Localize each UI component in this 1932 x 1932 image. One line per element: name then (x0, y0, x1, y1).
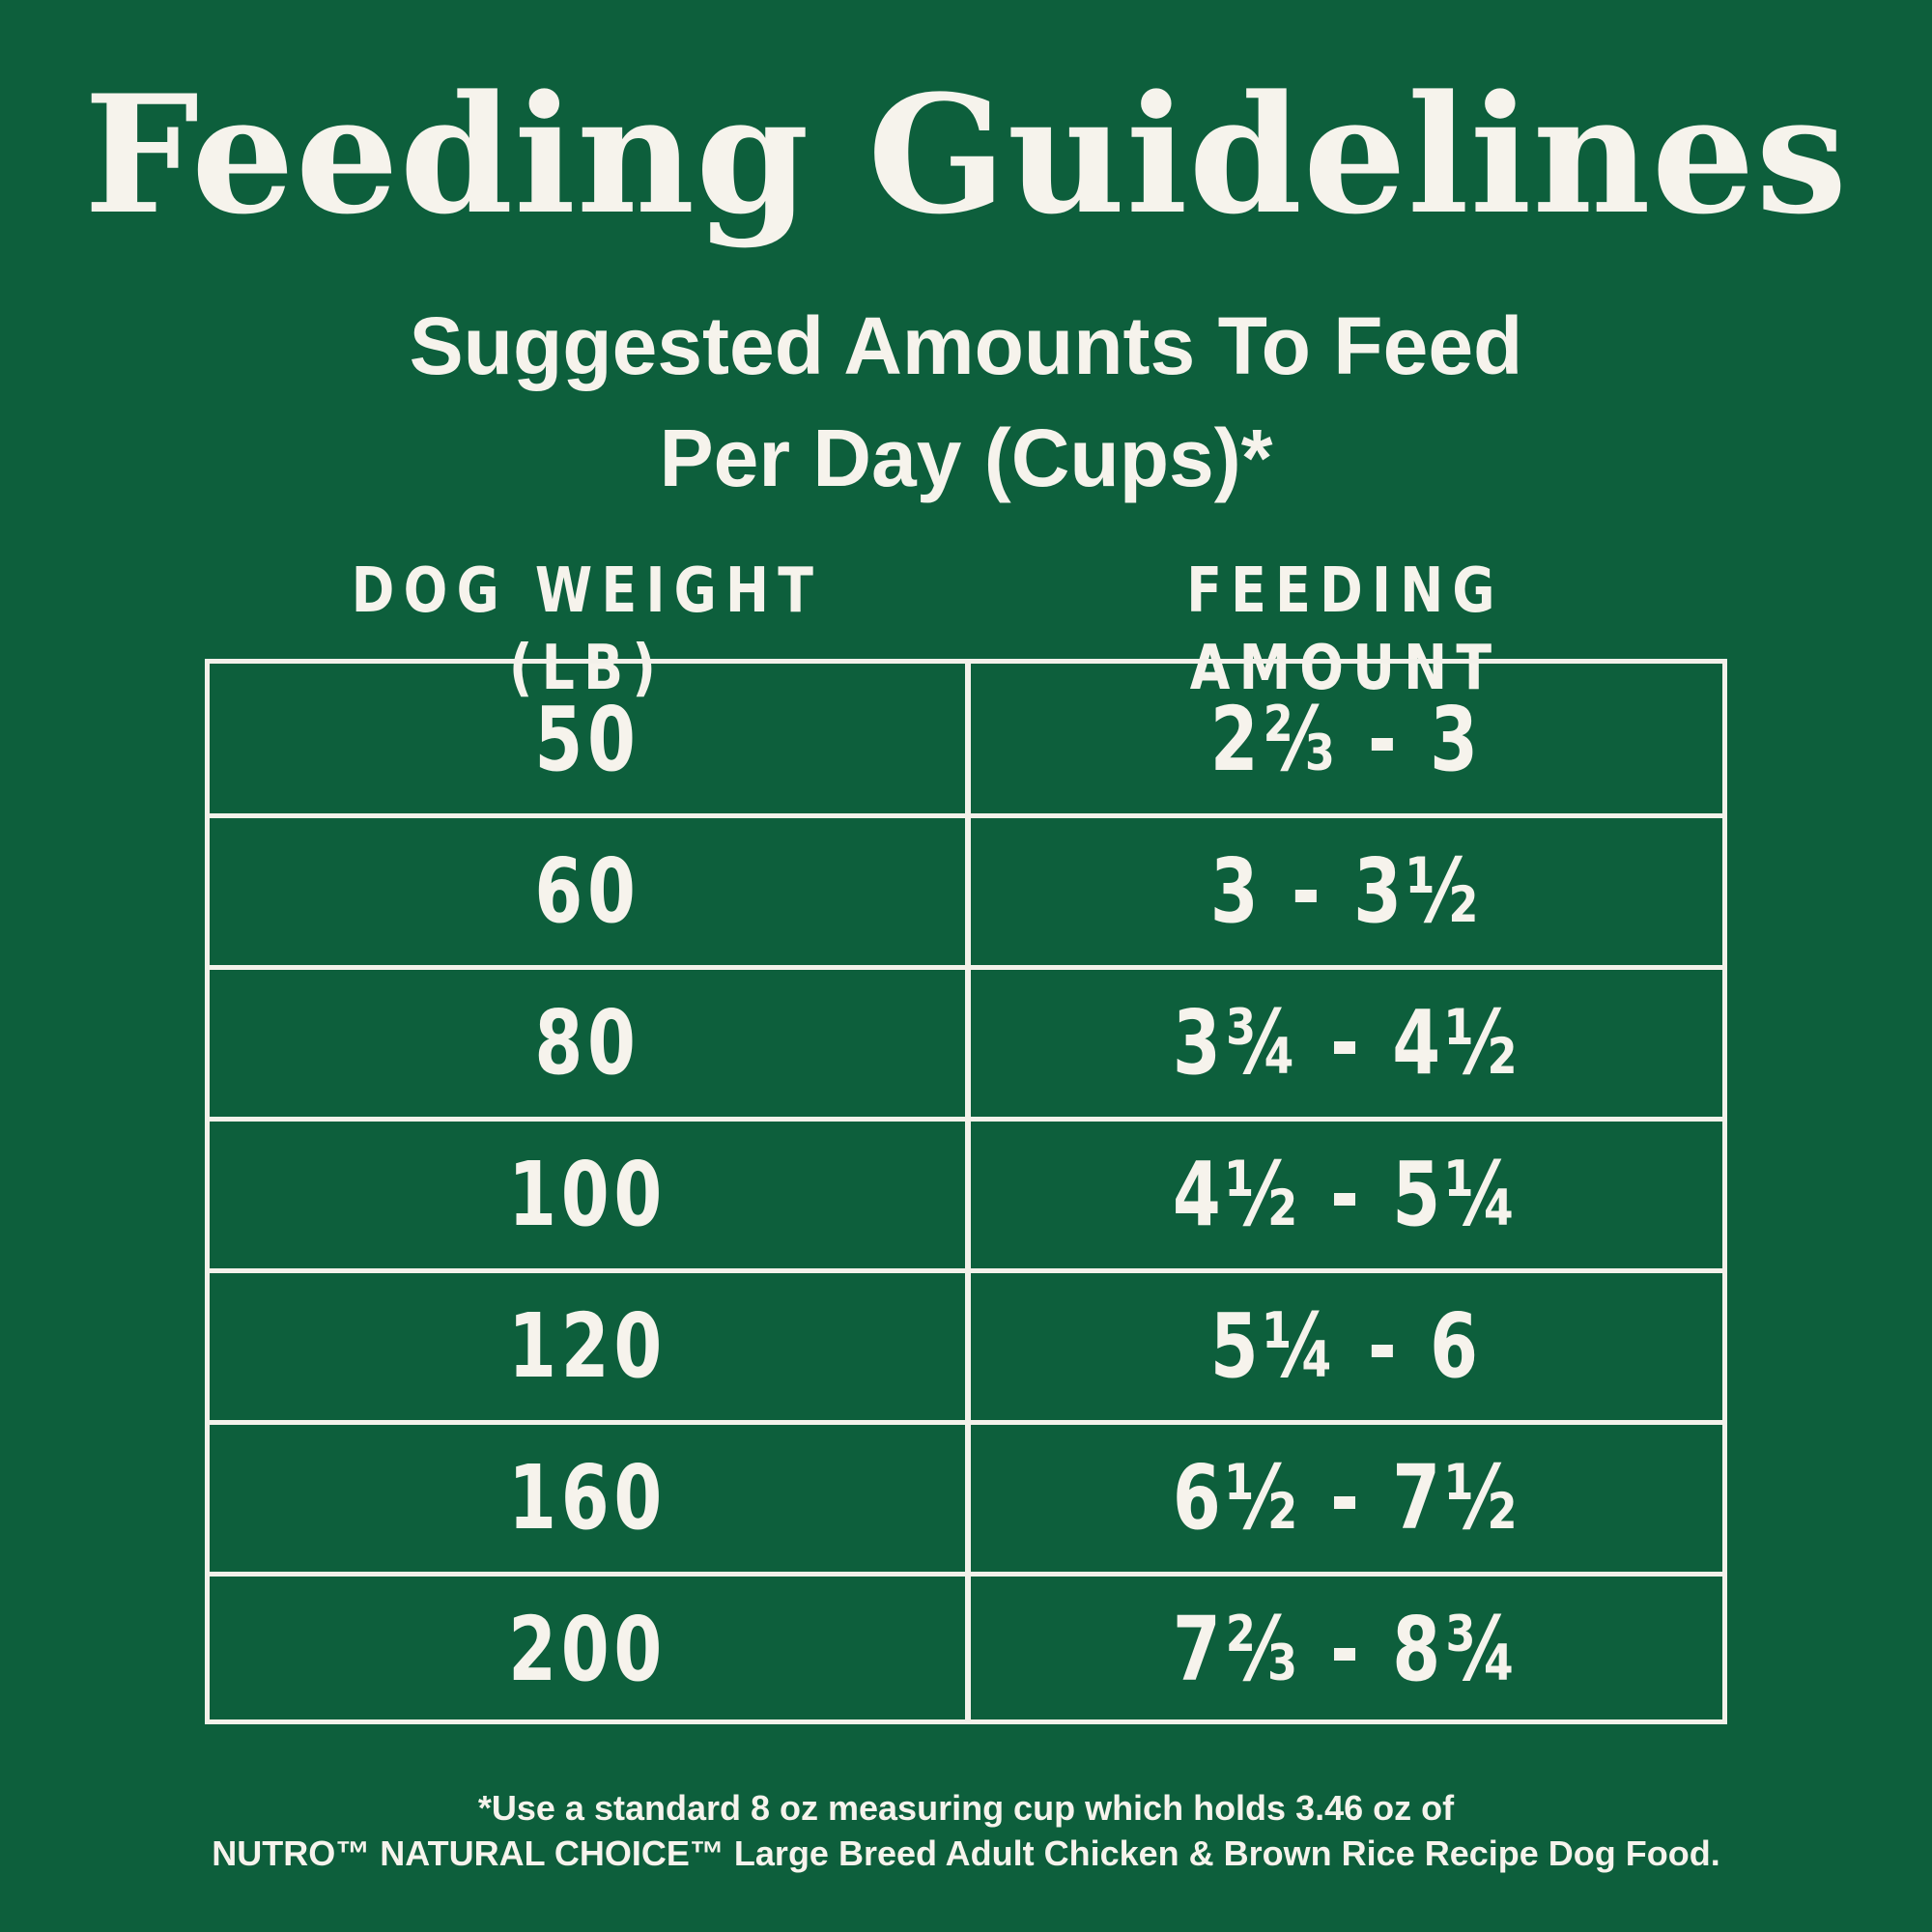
table-row: 80 3¾ - 4½ (210, 967, 1722, 1122)
subtitle-line-2: Per Day (Cups)* (659, 412, 1273, 503)
amount-cell: 3¾ - 4½ (1172, 991, 1521, 1094)
weight-cell: 200 (508, 1598, 667, 1701)
amount-cell: 4½ - 5¼ (1172, 1143, 1521, 1246)
amount-cell: 3 - 3½ (1210, 839, 1483, 943)
amount-cell: 7⅔ - 8¾ (1172, 1598, 1521, 1701)
table-row: 160 6½ - 7½ (210, 1422, 1722, 1577)
row-divider (210, 1572, 1722, 1577)
table-row: 60 3 - 3½ (210, 815, 1722, 970)
column-divider (965, 664, 971, 1719)
weight-cell: 60 (534, 839, 640, 943)
column-header-feeding-amount: FEEDING AMOUNT (1186, 555, 1504, 704)
table-row: 120 5¼ - 6 (210, 1270, 1722, 1425)
row-divider (210, 1117, 1722, 1122)
amount-cell: 5¼ - 6 (1210, 1294, 1483, 1398)
weight-cell: 50 (534, 688, 640, 791)
weight-cell: 160 (508, 1446, 667, 1549)
table-row: 200 7⅔ - 8¾ (210, 1574, 1722, 1725)
table-row: 50 2⅔ - 3 (210, 664, 1722, 818)
column-header-dog-weight: DOG WEIGHT (LB) (351, 555, 823, 704)
row-divider (210, 1420, 1722, 1425)
footnote-line-2: NUTRO™ NATURAL CHOICE™ Large Breed Adult… (212, 1833, 1720, 1873)
row-divider (210, 813, 1722, 818)
weight-cell: 80 (534, 991, 640, 1094)
table-row: 100 4½ - 5¼ (210, 1119, 1722, 1273)
weight-cell: 120 (508, 1294, 667, 1398)
amount-cell: 6½ - 7½ (1172, 1446, 1521, 1549)
subtitle-line-1: Suggested Amounts To Feed (409, 300, 1523, 391)
footnote-line-1: *Use a standard 8 oz measuring cup which… (477, 1788, 1455, 1828)
page-title: Feeding Guidelines (83, 59, 1849, 250)
row-divider (210, 1268, 1722, 1273)
weight-cell: 100 (508, 1143, 667, 1246)
row-divider (210, 965, 1722, 970)
amount-cell: 2⅔ - 3 (1210, 688, 1483, 791)
feeding-table: 50 2⅔ - 3 60 3 - 3½ 80 3¾ - 4½ 100 4½ - … (205, 659, 1727, 1724)
